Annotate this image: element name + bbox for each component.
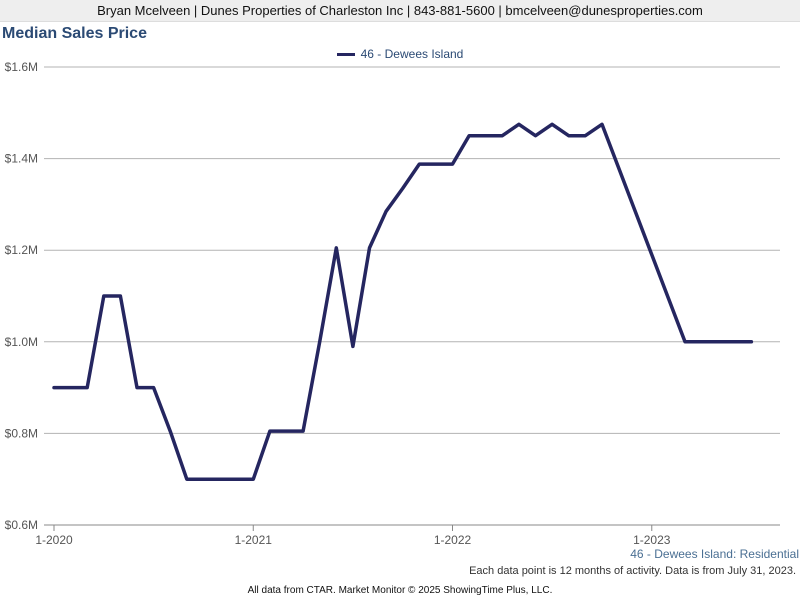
series-footer-label: 46 - Dewees Island: Residential	[630, 547, 799, 561]
y-tick-label: $1.0M	[5, 335, 38, 349]
legend: 46 - Dewees Island	[0, 46, 800, 62]
y-tick-label: $1.2M	[5, 243, 38, 257]
y-tick-label: $0.6M	[5, 518, 38, 532]
data-note: Each data point is 12 months of activity…	[469, 565, 796, 577]
data-credit: All data from CTAR. Market Monitor © 202…	[247, 585, 553, 596]
x-axis: 1-2020 1-2021 1-2022 1-2023	[35, 524, 780, 547]
series-line	[52, 122, 754, 481]
y-axis: $0.6M $0.8M $1.0M $1.2M $1.4M $1.6M	[5, 60, 38, 532]
contact-header: Bryan Mcelveen | Dunes Properties of Cha…	[0, 0, 800, 22]
series-layer	[52, 122, 754, 481]
x-tick-label: 1-2020	[35, 533, 73, 547]
y-tick-label: $1.4M	[5, 152, 38, 166]
chart-title: Median Sales Price	[2, 25, 147, 42]
x-tick-label: 1-2022	[434, 533, 472, 547]
y-tick-label: $1.6M	[5, 60, 38, 74]
grid	[44, 66, 780, 526]
legend-label: 46 - Dewees Island	[360, 47, 464, 61]
x-tick-label: 1-2023	[633, 533, 671, 547]
y-tick-label: $0.8M	[5, 426, 38, 440]
legend-swatch	[336, 52, 355, 56]
x-tick-label: 1-2021	[235, 533, 273, 547]
